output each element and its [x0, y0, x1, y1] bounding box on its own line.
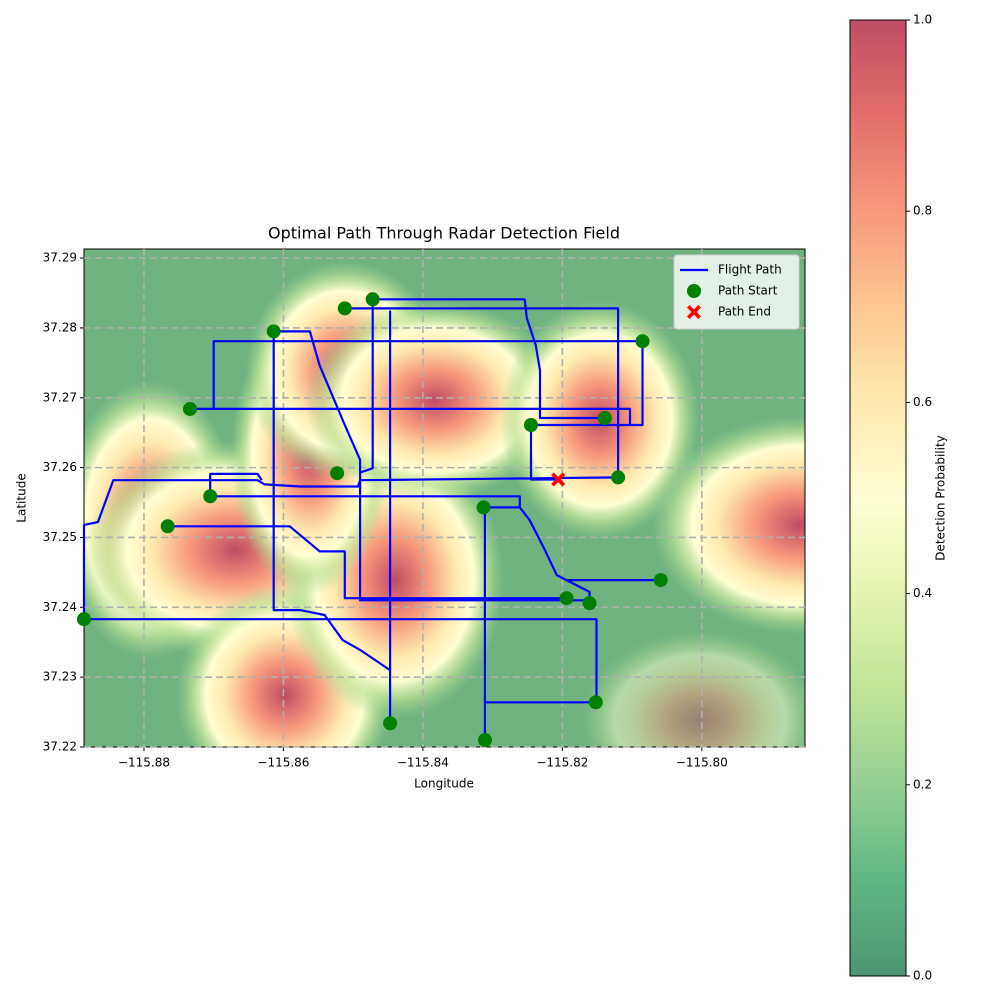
start-marker [203, 489, 218, 504]
legend-box [673, 254, 800, 330]
plot-frame [83, 248, 806, 748]
colorbar-tick-label: 1.0 [913, 13, 932, 27]
start-marker [266, 324, 281, 339]
y-tick-label: 37.24 [43, 600, 77, 614]
start-marker [182, 401, 197, 416]
colorbar-tick-label: 0.0 [913, 969, 932, 983]
start-marker [582, 596, 597, 611]
legend: Flight Path Path Start Path End [673, 254, 800, 330]
flight-path [82, 298, 661, 740]
x-axis-label: Longitude [414, 777, 474, 791]
start-marker [383, 716, 398, 731]
start-marker [330, 466, 345, 481]
y-tick-label: 37.23 [43, 670, 77, 684]
start-marker [523, 418, 538, 433]
end-marker [551, 472, 566, 487]
colorbar-frame [849, 19, 907, 977]
colorbar-tick-label: 0.8 [913, 204, 932, 218]
legend-label: Path End [718, 305, 771, 319]
start-marker [611, 470, 626, 485]
start-marker [160, 519, 175, 534]
start-marker [597, 411, 612, 426]
x-tick-label: −115.86 [257, 756, 309, 770]
detection-field [84, 249, 805, 747]
y-axis-label: Latitude [15, 473, 29, 522]
start-marker [77, 612, 91, 627]
x-tick-label: −115.80 [676, 756, 728, 770]
y-tick-label: 37.28 [43, 320, 77, 334]
colorbar-tick-label: 0.2 [913, 777, 932, 791]
y-tick-label: 37.26 [43, 460, 77, 474]
y-tick-label: 37.29 [43, 251, 77, 265]
legend-marker [687, 284, 701, 298]
start-marker [365, 292, 380, 307]
start-marker [559, 591, 574, 606]
start-marker [477, 733, 492, 748]
y-tick-label: 37.25 [43, 530, 77, 544]
x-tick-label: −115.84 [397, 756, 449, 770]
y-tick-label: 37.22 [43, 740, 77, 754]
y-tick-label: 37.27 [43, 390, 77, 404]
colorbar-tick-label: 0.4 [913, 586, 932, 600]
colorbar-tick-label: 0.6 [913, 395, 932, 409]
x-tick-label: −115.88 [118, 756, 170, 770]
x-tick-label: −115.82 [536, 756, 588, 770]
chart-title: Optimal Path Through Radar Detection Fie… [268, 224, 620, 243]
start-marker [476, 500, 491, 515]
colorbar [850, 20, 906, 976]
colorbar-label: Detection Probability [934, 435, 948, 561]
legend-marker [687, 305, 701, 319]
legend-label: Path Start [718, 284, 778, 298]
start-marker [588, 695, 603, 710]
legend-label: Flight Path [718, 263, 782, 277]
start-marker [653, 573, 668, 588]
start-marker [337, 301, 352, 316]
start-marker [635, 334, 650, 349]
